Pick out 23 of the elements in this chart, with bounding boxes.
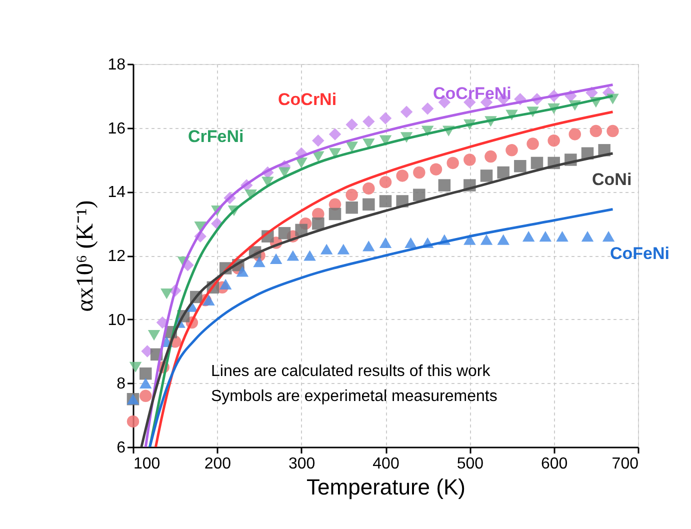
x-tick-label: 500 — [456, 456, 484, 472]
y-tick-label: 6 — [116, 440, 126, 456]
x-tick-label: 700 — [612, 456, 639, 472]
series-label: CoNi — [592, 170, 632, 189]
x-axis-title: Temperature (K) — [306, 474, 466, 500]
x-tick-label: 200 — [204, 456, 232, 472]
annotation: Symbols are experimetal measurements — [211, 388, 498, 405]
y-axis-title: αx10⁶ (K⁻¹) — [72, 200, 99, 312]
text: CrFeNi — [188, 127, 244, 146]
y-tick-label: 18 — [108, 56, 126, 74]
y-tick-label: 10 — [108, 312, 126, 329]
x-tick-label: 300 — [288, 456, 316, 472]
series-label: CoFeNi — [610, 244, 670, 263]
text: CoCrNi — [278, 90, 337, 109]
y-tick-label: 16 — [108, 120, 126, 138]
series-label: CoCrFeNi — [433, 84, 512, 103]
y-tick-label: 8 — [116, 376, 126, 393]
y-tick-label: 12 — [108, 248, 126, 265]
x-tick-label: 600 — [540, 456, 568, 472]
x-tick-label: 100 — [134, 456, 160, 472]
annotation: Lines are calculated results of this work — [211, 363, 492, 380]
y-tick-label: 14 — [108, 184, 126, 202]
x-tick-label: 400 — [372, 456, 400, 472]
